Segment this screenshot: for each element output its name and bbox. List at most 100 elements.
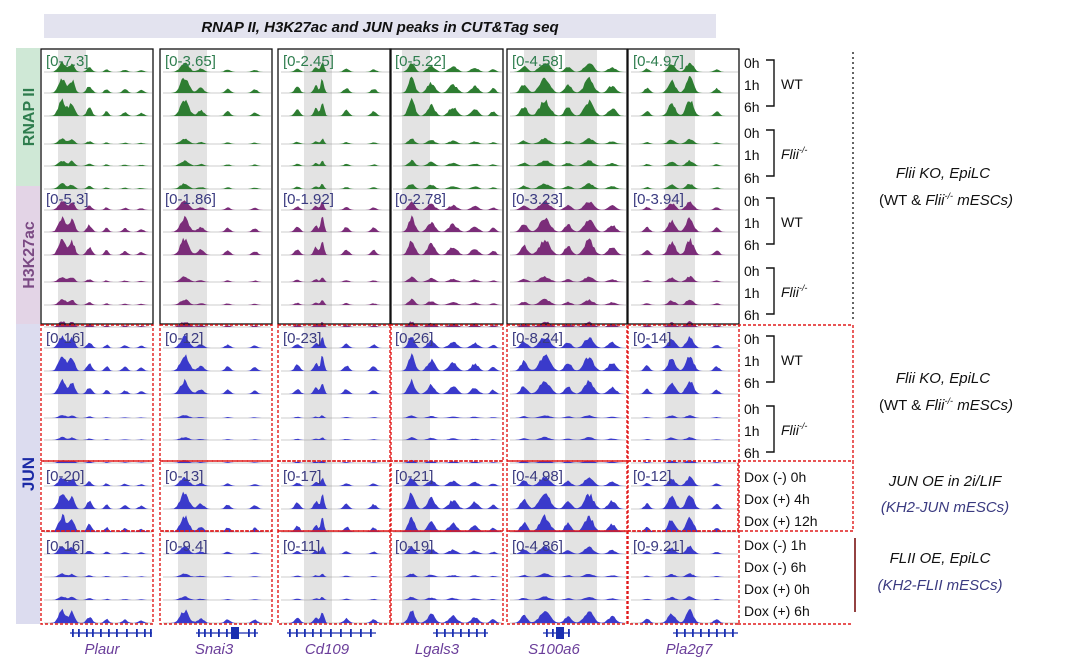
signal-track-pla2g7 <box>631 415 738 418</box>
gene-model-exon-pla2g7 <box>684 629 686 637</box>
ko-sub-top-a: (WT & <box>879 192 925 209</box>
signal-track-s100a6 <box>510 200 626 210</box>
signal-track-plaur <box>44 98 152 116</box>
signal-track-pla2g7 <box>631 217 738 232</box>
ko-sub-bottom-sup: -/- <box>945 396 954 406</box>
rnap-flii-sup: -/- <box>799 145 808 155</box>
range-label-flii_oe-cd109: [0-11] <box>283 538 320 555</box>
signal-track-cd109 <box>281 160 390 166</box>
gene-model-exon-snai3 <box>254 629 256 637</box>
gene-model-exon-pla2g7 <box>676 629 678 637</box>
signal-track-plaur <box>44 356 152 371</box>
range-label-rnap-cd109: [0-2.45] <box>283 53 334 70</box>
gene-model-exon-cd109 <box>320 629 322 637</box>
ko-sub-bottom-a: (WT & <box>879 397 925 414</box>
gene-label-lgals3: Lgals3 <box>415 641 460 658</box>
signal-track-snai3 <box>163 62 271 72</box>
signal-track-snai3 <box>163 299 271 305</box>
signal-track-s100a6 <box>510 546 626 554</box>
signal-track-lgals3 <box>393 337 502 348</box>
range-label-rnap-snai3: [0-3.65] <box>165 53 216 70</box>
jun-block-frame-lgals3 <box>389 460 504 532</box>
jun-oe-label-frame <box>737 460 854 532</box>
signal-track-snai3 <box>163 491 271 509</box>
signal-track-plaur <box>44 546 152 554</box>
flii-oe-row-3: Dox (+) 0h <box>744 581 810 597</box>
signal-track-pla2g7 <box>631 476 738 486</box>
signal-track-pla2g7 <box>631 381 738 394</box>
h3k-flii-name: Flii <box>781 284 800 300</box>
range-label-jun_oe-plaur: [0-20] <box>46 468 84 485</box>
gene-label-plaur: Plaur <box>84 641 120 658</box>
jun-block-frame-snai3 <box>159 530 273 625</box>
range-label-jun_ko-pla2g7: [0-14] <box>633 330 671 347</box>
gene-model-exon-s100a6 <box>546 629 548 637</box>
signal-track-snai3 <box>163 515 271 532</box>
signal-track-lgals3 <box>393 215 502 232</box>
group-label-jun: JUN <box>19 457 38 491</box>
signal-track-lgals3 <box>393 138 502 144</box>
jun-flii-label: Flii-/- <box>781 421 807 438</box>
signal-track-plaur <box>44 299 152 305</box>
ko-sub-bottom-b: Flii <box>925 397 945 414</box>
signal-track-cd109 <box>281 138 390 144</box>
gene-model-exon-pla2g7 <box>692 629 694 637</box>
jun-mut-1h: 1h <box>744 423 760 439</box>
rnap-time-labels: 0h 1h 6h 0h 1h 6h 0h 1h 6h 0h 1h 6h 0h 1… <box>744 55 818 619</box>
signal-track-plaur <box>44 78 152 93</box>
range-label-h3k-cd109: [0-1.92] <box>283 191 334 208</box>
group-label-h3k27ac: H3K27ac <box>21 221 38 289</box>
signal-track-s100a6 <box>510 183 626 189</box>
signal-track-pla2g7 <box>631 159 738 166</box>
range-label-jun_oe-pla2g7: [0-12] <box>633 468 671 485</box>
gene-model-exon-plaur <box>150 629 152 637</box>
ko-sub-top: (WT & Flii-/- mESCs) <box>879 191 1013 209</box>
gene-model-exon-lgals3 <box>436 629 438 637</box>
gene-model-exon-plaur <box>92 629 94 637</box>
signal-track-snai3 <box>163 437 271 440</box>
h3k-wt-0h: 0h <box>744 193 760 209</box>
signal-track-snai3 <box>163 596 271 600</box>
panel-frame-pla2g7 <box>627 48 740 325</box>
gene-model-exon-cd109 <box>304 629 306 637</box>
signal-track-snai3 <box>163 354 271 371</box>
gene-model-exon-plaur <box>108 629 110 637</box>
gene-model-exon-plaur <box>136 629 138 637</box>
signal-track-plaur <box>44 513 152 532</box>
jun-group-band <box>16 324 40 624</box>
gene-model-exon-lgals3 <box>468 629 470 637</box>
h3k-wt-label: WT <box>781 214 803 230</box>
signal-track-snai3 <box>163 415 271 418</box>
signal-track-cd109 <box>281 183 390 189</box>
jun-block-frame-s100a6 <box>506 530 628 625</box>
jun-block-frame-snai3 <box>159 324 273 462</box>
bracket-h3k-wt <box>766 197 775 245</box>
h3k-mut-0h: 0h <box>744 263 760 279</box>
gene-model-exon-plaur <box>100 629 102 637</box>
rnap-wt-1h: 1h <box>744 77 760 93</box>
range-label-h3k-s100a6: [0-3.23] <box>512 191 563 208</box>
range-label-jun_ko-s100a6: [0-8.24] <box>512 330 563 347</box>
signal-track-pla2g7 <box>631 545 738 554</box>
range-label-jun_oe-cd109: [0-17] <box>283 468 321 485</box>
range-label-rnap-s100a6: [0-4.58] <box>512 53 563 70</box>
signal-track-lgals3 <box>393 276 502 282</box>
signal-track-snai3 <box>163 215 271 232</box>
signal-track-s100a6 <box>510 476 626 486</box>
signal-track-cd109 <box>281 383 390 394</box>
gene-model-exon-plaur <box>116 629 118 637</box>
signal-track-s100a6 <box>510 298 626 305</box>
signal-track-pla2g7 <box>631 138 738 144</box>
gene-model-exon-snai3 <box>204 629 206 637</box>
signal-track-snai3 <box>163 335 271 348</box>
flii-oe-row-4: Dox (+) 6h <box>744 603 810 619</box>
h3k-mut-6h: 6h <box>744 307 760 323</box>
range-label-jun_oe-s100a6: [0-4.98] <box>512 468 563 485</box>
signal-track-cd109 <box>281 277 390 282</box>
signal-track-pla2g7 <box>631 62 738 72</box>
rnap-wt-0h: 0h <box>744 55 760 71</box>
signal-track-s100a6 <box>510 573 626 577</box>
signal-track-pla2g7 <box>631 336 738 348</box>
